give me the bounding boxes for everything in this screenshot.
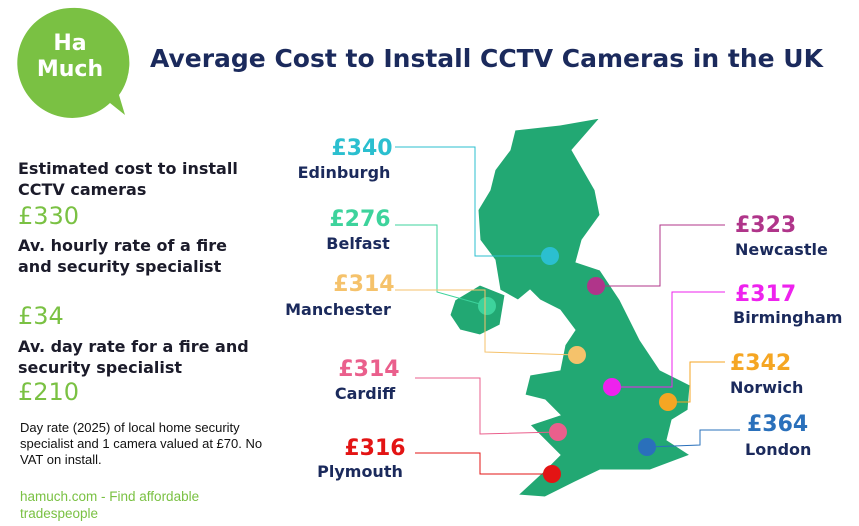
stat-value: £210 bbox=[18, 378, 80, 406]
city-name: Newcastle bbox=[735, 240, 828, 259]
city-dot bbox=[541, 247, 559, 265]
note: Day rate (2025) of local home security s… bbox=[20, 420, 263, 467]
leader-line bbox=[415, 452, 552, 475]
stat-value: £330 bbox=[18, 202, 80, 230]
city-dot bbox=[659, 393, 677, 411]
logo-text: Much bbox=[37, 57, 103, 82]
leader-line bbox=[415, 377, 559, 435]
city-dot bbox=[568, 346, 586, 364]
city-dot bbox=[543, 465, 561, 483]
stat-label: Av. hourly rate of a fire and security s… bbox=[18, 236, 227, 276]
city-price: £314 bbox=[333, 272, 394, 297]
city-price: £364 bbox=[747, 412, 808, 437]
city-name: Manchester bbox=[285, 300, 391, 319]
city-price: £323 bbox=[735, 213, 796, 238]
city-name: Norwich bbox=[730, 378, 803, 397]
city-price: £317 bbox=[735, 282, 796, 307]
leader-line bbox=[668, 361, 725, 403]
footer: hamuch.com - Find affordable tradespeopl… bbox=[20, 489, 200, 521]
city-dot bbox=[587, 277, 605, 295]
stat-label: Estimated cost to install CCTV cameras bbox=[18, 159, 238, 199]
city-name: London bbox=[745, 440, 811, 459]
logo: Ha Much bbox=[17, 7, 130, 118]
stat-value: £34 bbox=[18, 302, 64, 330]
city-name: Plymouth bbox=[317, 462, 403, 481]
leader-line bbox=[596, 224, 725, 287]
leader-line bbox=[612, 291, 725, 388]
leader-line bbox=[395, 289, 578, 356]
city-price: £340 bbox=[331, 136, 392, 161]
city-dot bbox=[638, 438, 656, 456]
city-price: £314 bbox=[338, 357, 399, 382]
stat-label: Av. day rate for a fire and security spe… bbox=[18, 337, 249, 377]
city-price: £316 bbox=[344, 436, 405, 461]
city-name: Belfast bbox=[326, 234, 390, 253]
title: Average Cost to Install CCTV Cameras in … bbox=[150, 44, 823, 73]
city-name: Cardiff bbox=[335, 384, 396, 403]
leader-line bbox=[395, 224, 488, 307]
city-price: £276 bbox=[329, 207, 390, 232]
city-dot bbox=[603, 378, 621, 396]
city-price: £342 bbox=[730, 351, 791, 376]
city-dot bbox=[549, 423, 567, 441]
leader-line bbox=[646, 429, 740, 448]
city-name: Birmingham bbox=[733, 308, 842, 327]
logo-text: Ha bbox=[53, 31, 86, 56]
uk-map bbox=[449, 117, 692, 498]
city-dot bbox=[478, 297, 496, 315]
leader-line bbox=[395, 146, 550, 257]
city-name: Edinburgh bbox=[298, 163, 391, 182]
